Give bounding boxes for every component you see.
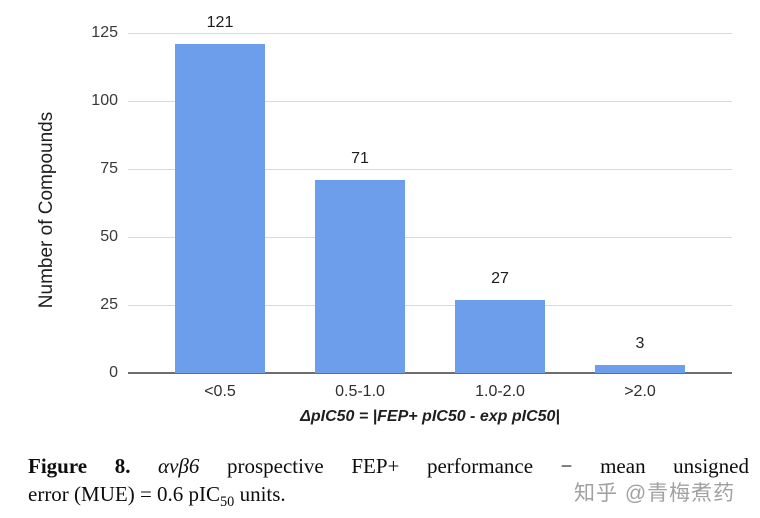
x-tick-label: 0.5-1.0 — [335, 383, 385, 400]
plot-area: 121 71 27 3 — [128, 14, 732, 374]
protein-name: αvβ6 — [158, 454, 200, 478]
subscript-50: 50 — [220, 494, 235, 511]
watermark: 知乎 @青梅煮药 — [574, 482, 736, 505]
caption-line-1-text: prospective FEP+ performance − mean unsi… — [226, 454, 749, 478]
gridline — [128, 101, 732, 102]
x-axis-title: ΔpIC50 = |FEP+ pIC50 - exp pIC50| — [300, 408, 560, 425]
caption-line-1: Figure 8. αvβ6 prospective FEP+ performa… — [28, 452, 749, 480]
figure-number-label: Figure 8. — [28, 454, 131, 478]
y-tick-label: 25 — [100, 296, 118, 313]
bar-value-label: 71 — [351, 149, 369, 167]
y-axis-title: Number of Compounds — [36, 111, 57, 309]
figure-caption: Figure 8. αvβ6 prospective FEP+ performa… — [28, 452, 749, 511]
y-tick-label: 100 — [91, 92, 118, 109]
y-tick-label: 50 — [100, 228, 118, 245]
x-tick-label: >2.0 — [624, 383, 656, 400]
bar — [595, 364, 685, 373]
caption-line-2: error (MUE) = 0.6 pIC50 units. — [28, 480, 749, 511]
y-tick-label: 75 — [100, 160, 118, 177]
caption-line-2-units: units. — [234, 482, 286, 506]
bar-value-label: 27 — [491, 269, 509, 287]
bar — [315, 179, 405, 373]
y-tick-label: 0 — [109, 364, 118, 381]
caption-line-2-text: error (MUE) = 0.6 pIC — [28, 482, 221, 506]
gridline — [128, 237, 732, 238]
bar — [455, 299, 545, 373]
axis-baseline — [128, 372, 732, 374]
gridline — [128, 33, 732, 34]
gridline — [128, 305, 732, 306]
y-tick-label: 125 — [91, 24, 118, 41]
bar-value-label: 3 — [635, 334, 645, 352]
x-tick-label: 1.0-2.0 — [475, 383, 525, 400]
bar-chart: Number of Compounds 121 71 27 3 ΔpIC50 = |F… — [36, 14, 732, 425]
bar-value-label: 121 — [206, 13, 234, 31]
x-tick-label: <0.5 — [204, 383, 236, 400]
gridline — [128, 169, 732, 170]
bar — [175, 43, 265, 373]
